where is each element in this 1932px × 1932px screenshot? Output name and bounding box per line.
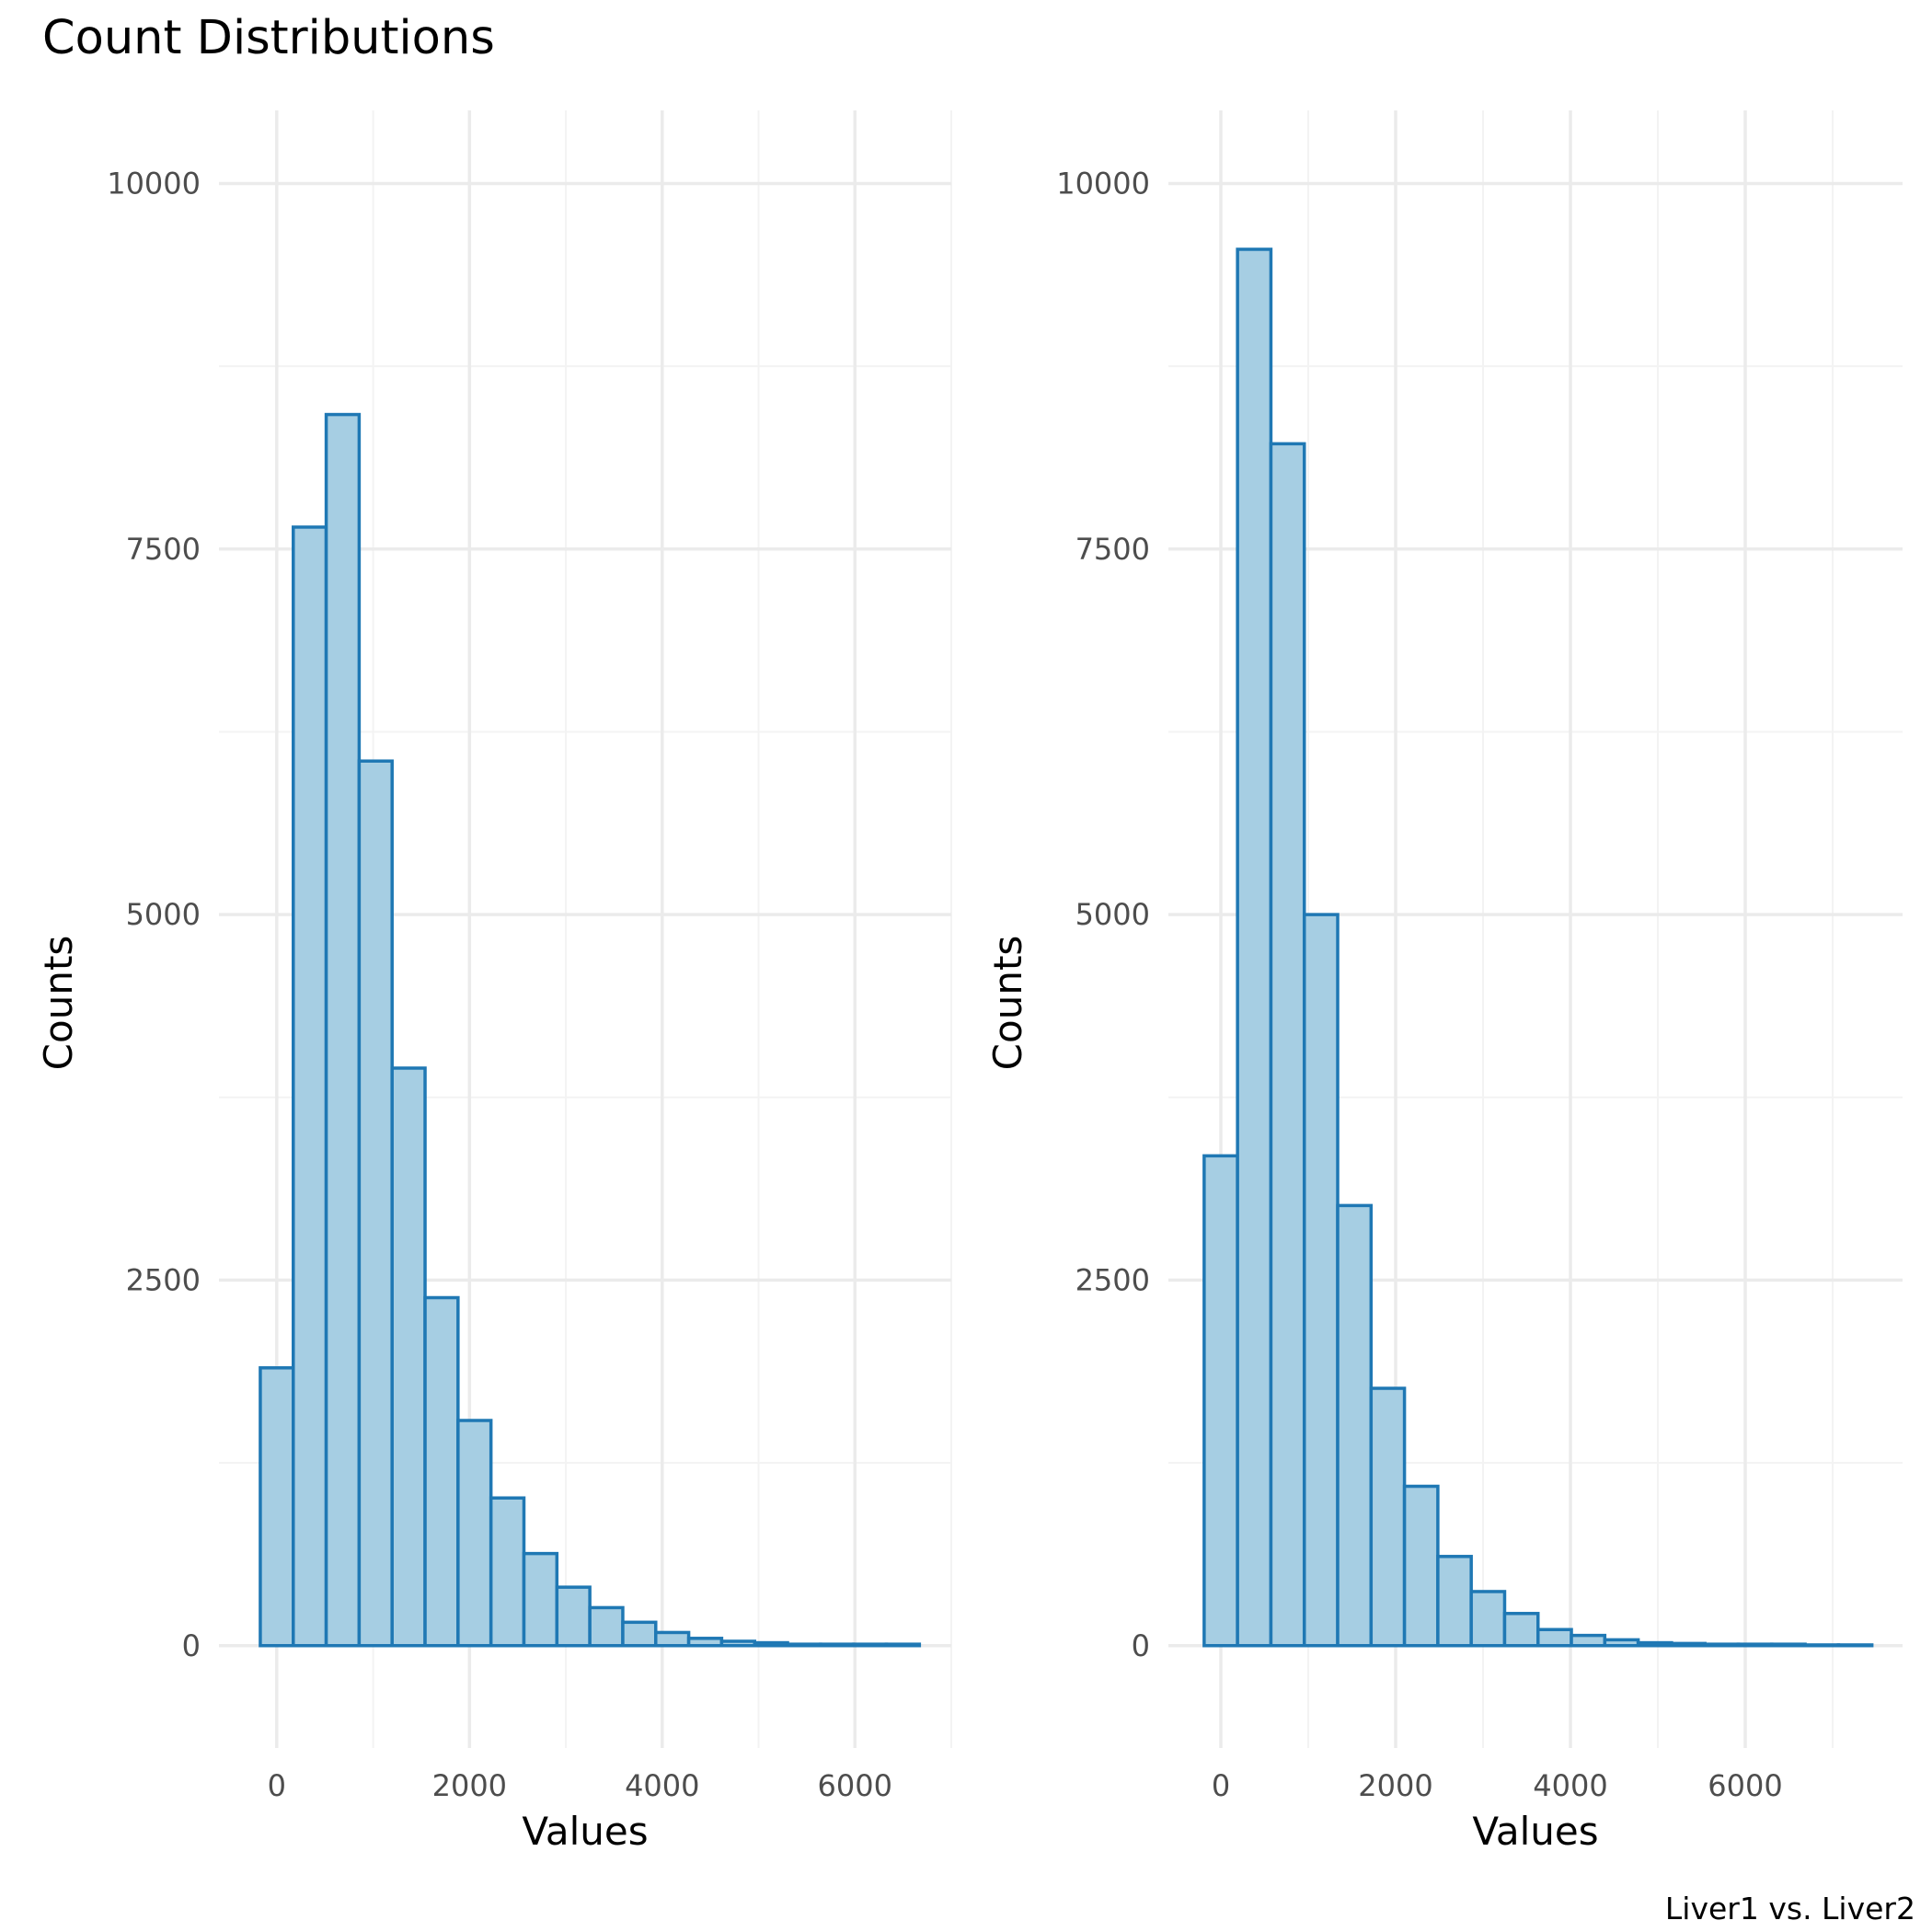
histogram-bar	[621, 1620, 658, 1648]
y-tick-label: 10000	[107, 166, 201, 201]
histogram-bar	[819, 1642, 856, 1648]
x-tick-label: 6000	[1708, 1768, 1782, 1803]
panel-1: 0 2000 4000 6000 0 2500 5000 7500 10000 Values Cou…	[36, 110, 952, 1854]
histogram-bar	[1269, 442, 1306, 1648]
y-tick-label: 2500	[126, 1262, 201, 1297]
x-tick-label: 0	[1212, 1768, 1230, 1803]
histogram-bar	[1536, 1627, 1573, 1648]
histogram-bar	[1236, 247, 1273, 1648]
x-tick-label: 4000	[625, 1768, 699, 1803]
histogram-bar	[292, 525, 328, 1648]
histogram-bar	[884, 1642, 922, 1648]
histogram-bar	[1402, 1484, 1440, 1648]
x-tick-label: 2000	[1358, 1768, 1432, 1803]
histogram-bar	[1436, 1555, 1473, 1648]
page-title: Count Distributions	[42, 11, 495, 65]
y-tick-label: 0	[182, 1628, 201, 1663]
histogram-bar	[1636, 1640, 1673, 1648]
histogram-bar	[851, 1642, 889, 1648]
x-axis-title: Values	[522, 1809, 648, 1854]
histogram-bar	[423, 1295, 460, 1648]
histogram-bar	[1770, 1642, 1807, 1648]
histogram-bar	[1603, 1638, 1640, 1648]
panel-2: 0 2000 4000 6000 0 2500 5000 7500 10000 Values Cou…	[985, 110, 1903, 1854]
histogram-bar	[588, 1605, 625, 1648]
histogram-bar	[1202, 1154, 1239, 1648]
histogram-bar	[686, 1637, 724, 1648]
histogram-bar	[1703, 1642, 1741, 1648]
histogram-bar	[1469, 1590, 1507, 1648]
histogram-bar	[1736, 1642, 1774, 1648]
histogram-bar	[719, 1639, 756, 1648]
y-axis-title: Counts	[36, 936, 81, 1071]
histogram-bar	[324, 412, 362, 1648]
x-tick-label: 2000	[432, 1768, 507, 1803]
histogram-bar	[786, 1642, 822, 1648]
x-tick-label: 6000	[818, 1768, 892, 1803]
histogram-bar	[522, 1551, 559, 1648]
histogram-bar	[654, 1630, 691, 1648]
y-tick-label: 5000	[126, 897, 201, 932]
x-axis-title: Values	[1472, 1809, 1598, 1854]
y-axis-title: Counts	[985, 936, 1030, 1071]
y-tick-label: 7500	[1075, 532, 1150, 567]
histogram-bar	[1336, 1203, 1374, 1648]
y-tick-label: 5000	[1075, 897, 1150, 932]
x-tick-label: 0	[268, 1768, 286, 1803]
histogram-bar	[1369, 1386, 1407, 1648]
histogram-bar	[555, 1585, 592, 1648]
histogram-bar	[1836, 1643, 1874, 1648]
histogram-bar	[1670, 1641, 1707, 1648]
histogram-bar	[357, 759, 394, 1648]
y-tick-label: 2500	[1075, 1262, 1150, 1297]
x-tick-label: 4000	[1533, 1768, 1607, 1803]
histogram-bar	[456, 1419, 493, 1648]
histogram-bar	[1803, 1643, 1841, 1648]
histogram-bar	[259, 1366, 295, 1648]
histogram-bar	[753, 1640, 789, 1648]
y-tick-label: 7500	[126, 532, 201, 567]
y-tick-label: 10000	[1056, 166, 1150, 201]
histogram-bar	[489, 1496, 526, 1648]
histogram-bar	[1502, 1612, 1540, 1648]
y-tick-label: 0	[1132, 1628, 1150, 1663]
histogram-bar	[1570, 1633, 1607, 1648]
histogram-bar	[1302, 913, 1340, 1648]
plot-caption: Liver1 vs. Liver2	[1664, 1891, 1915, 1926]
histogram-bar	[390, 1066, 427, 1648]
